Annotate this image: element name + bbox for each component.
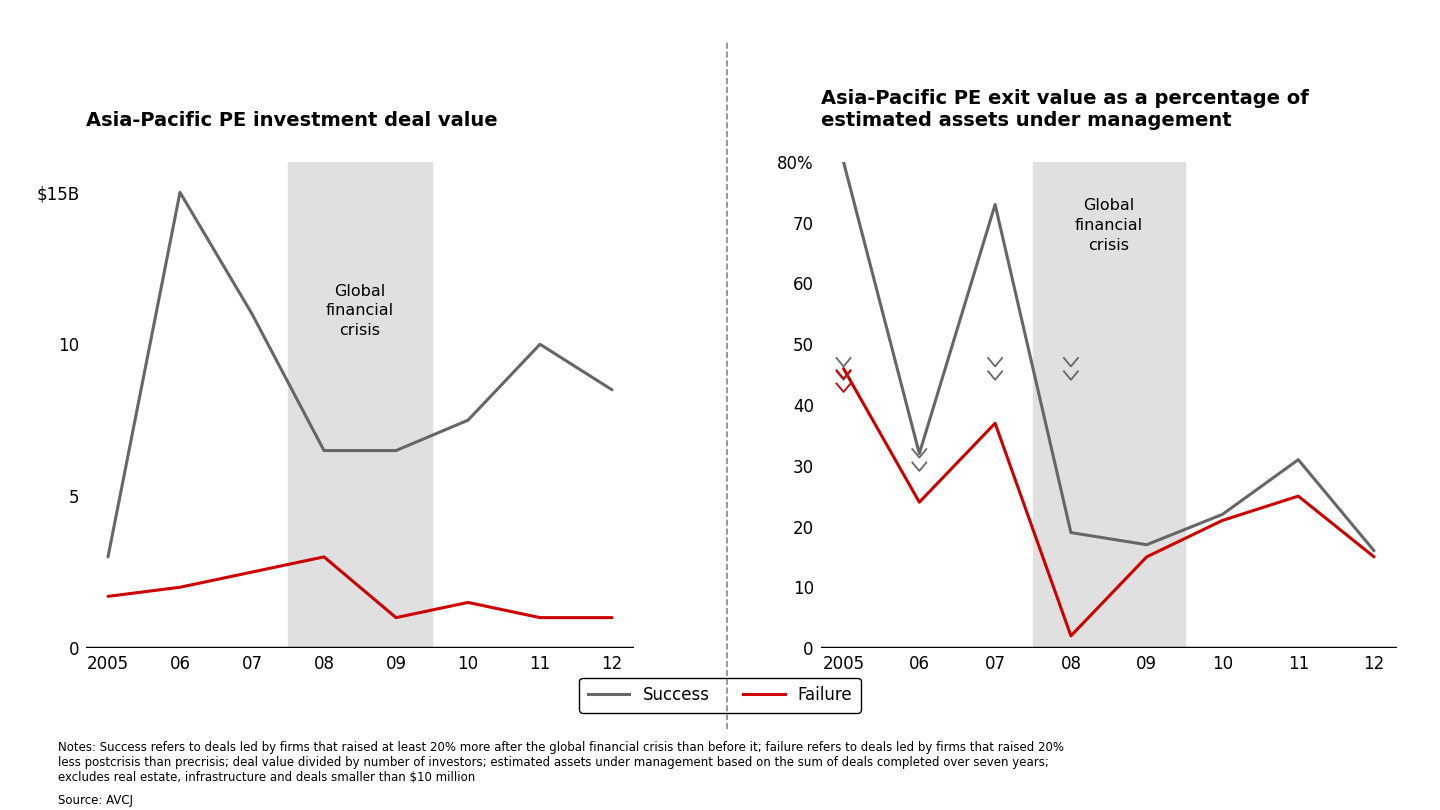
Text: Notes: Success refers to deals led by firms that raised at least 20% more after : Notes: Success refers to deals led by fi…: [58, 741, 1064, 784]
Bar: [1032, 162, 1185, 648]
Text: Global
financial
crisis: Global financial crisis: [1074, 198, 1143, 253]
Text: Global
financial
crisis: Global financial crisis: [325, 284, 395, 338]
Text: Asia-Pacific PE investment deal value: Asia-Pacific PE investment deal value: [86, 111, 498, 130]
Text: Asia-Pacific PE exit value as a percentage of
estimated assets under management: Asia-Pacific PE exit value as a percenta…: [821, 88, 1309, 130]
Legend: Success, Failure: Success, Failure: [579, 678, 861, 713]
Bar: [288, 162, 432, 648]
Text: Source: AVCJ: Source: AVCJ: [58, 794, 132, 807]
